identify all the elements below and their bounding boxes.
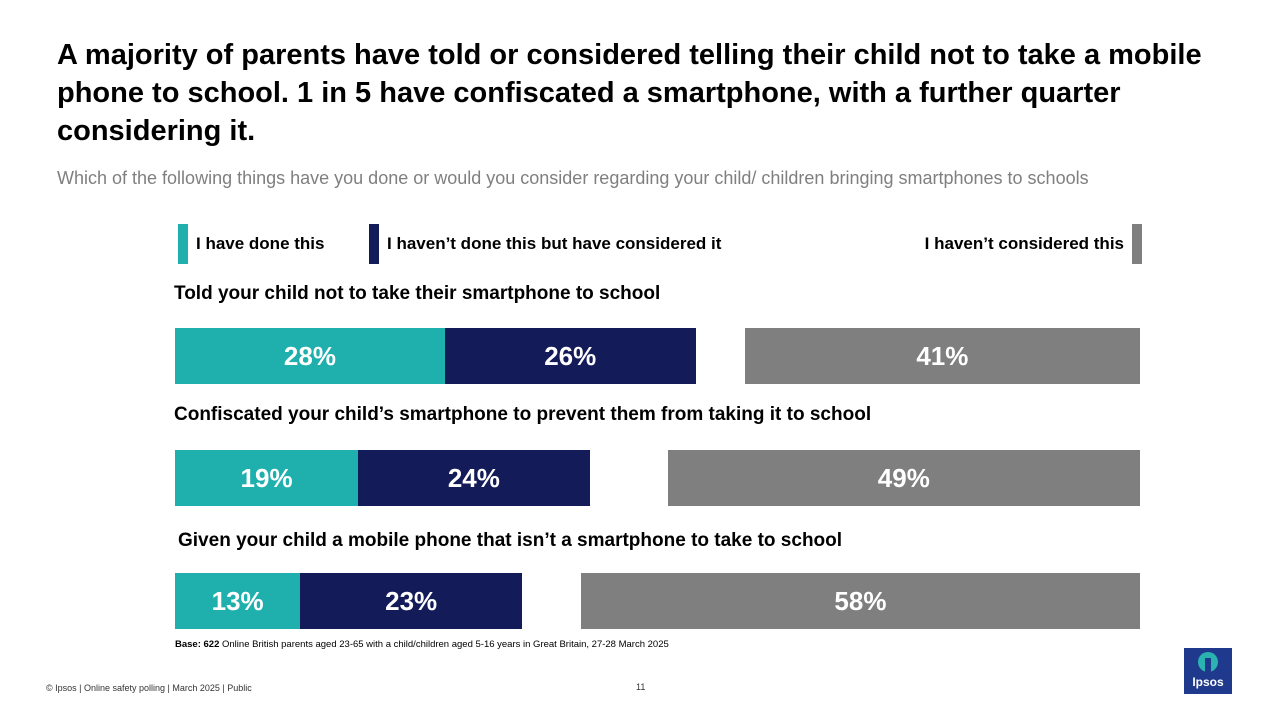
legend-item-not-considered: I haven’t considered this — [925, 224, 1142, 264]
bar-value-label: 41% — [916, 340, 969, 371]
legend-swatch-considered — [369, 224, 379, 264]
category-label-non-smartphone: Given your child a mobile phone that isn… — [178, 530, 843, 551]
logo-text: Ipsos — [1192, 675, 1224, 689]
bar-told-done: 28% — [175, 328, 445, 384]
bar-value-label: 13% — [211, 585, 264, 616]
bar-value-label: 19% — [240, 462, 293, 493]
base-note-label: Base: 622 — [175, 639, 220, 650]
bar-told-not-considered: 41% — [744, 328, 1140, 384]
bar-non-smartphone-done: 13% — [175, 573, 301, 629]
bar-confiscated-not-considered: 49% — [667, 450, 1140, 506]
bar-value-label: 28% — [283, 340, 336, 371]
bar-value-label: 49% — [877, 462, 930, 493]
bar-non-smartphone-considered: 23% — [300, 573, 523, 629]
base-note: Base: 622 Online British parents aged 23… — [175, 639, 669, 650]
base-note-text: Online British parents aged 23-65 with a… — [219, 639, 669, 650]
legend-swatch-done — [178, 224, 188, 264]
bar-told-considered: 26% — [444, 328, 696, 384]
question-subtitle: Which of the following things have you d… — [57, 168, 1089, 188]
ipsos-logo: Ipsos — [1184, 648, 1232, 694]
bar-confiscated-done: 19% — [175, 450, 359, 506]
legend-label-done: I have done this — [196, 234, 325, 253]
page-title: A majority of parents have told or consi… — [57, 39, 1202, 147]
bar-value-label: 26% — [544, 340, 597, 371]
category-label-confiscated: Confiscated your child’s smartphone to p… — [174, 404, 872, 425]
bar-non-smartphone-not-considered: 58% — [580, 573, 1140, 629]
legend-label-considered: I haven’t done this but have considered … — [387, 234, 722, 253]
legend-swatch-not-considered — [1132, 224, 1142, 264]
footer-text: © Ipsos | Online safety polling | March … — [46, 683, 252, 693]
legend-item-done: I have done this — [178, 224, 324, 264]
bar-value-label: 23% — [385, 585, 438, 616]
bar-confiscated-considered: 24% — [358, 450, 590, 506]
bar-value-label: 58% — [834, 585, 887, 616]
page-number: 11 — [636, 682, 646, 692]
legend-item-considered: I haven’t done this but have considered … — [369, 224, 721, 264]
category-label-told: Told your child not to take their smartp… — [174, 283, 661, 304]
legend-label-not-considered: I haven’t considered this — [924, 234, 1124, 253]
logo-mark-cutout — [1205, 658, 1211, 672]
bar-value-label: 24% — [447, 462, 500, 493]
